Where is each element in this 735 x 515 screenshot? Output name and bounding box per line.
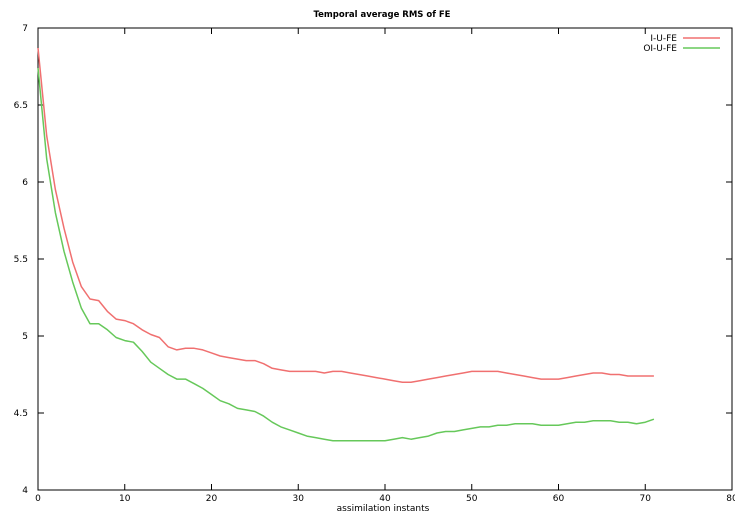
- x-tick-label: 20: [206, 494, 218, 504]
- series-line-oi-u-fe: [37, 67, 655, 442]
- y-tick-label: 5: [22, 332, 28, 342]
- x-axis-label: assimilation instants: [337, 504, 430, 514]
- y-tick-label: 7: [22, 24, 28, 34]
- y-tick-label: 4: [22, 486, 28, 496]
- y-tick-label: 6.5: [14, 101, 28, 111]
- x-tick-label: 80: [726, 494, 735, 504]
- x-tick-label: 10: [119, 494, 131, 504]
- x-tick-label: 50: [466, 494, 478, 504]
- chart-title: Temporal average RMS of FE: [314, 10, 451, 20]
- y-tick-label: 4.5: [14, 409, 28, 419]
- x-tick-label: 40: [379, 494, 391, 504]
- x-tick-label: 60: [553, 494, 565, 504]
- x-tick-label: 70: [640, 494, 652, 504]
- series-line-i-u-fe: [37, 47, 654, 383]
- legend-label: I-U-FE: [650, 34, 677, 44]
- y-tick-label: 5.5: [14, 255, 28, 265]
- axis-ticks: 0 10 20 30 40 50 60 70 80 4 4.5 5 5.5 6 6.5 7: [14, 24, 735, 504]
- x-tick-label: 0: [35, 494, 41, 504]
- legend-label: OI-U-FE: [643, 44, 677, 54]
- series-layer: [37, 47, 655, 442]
- x-tick-label: 30: [293, 494, 305, 504]
- y-tick-label: 6: [22, 178, 28, 188]
